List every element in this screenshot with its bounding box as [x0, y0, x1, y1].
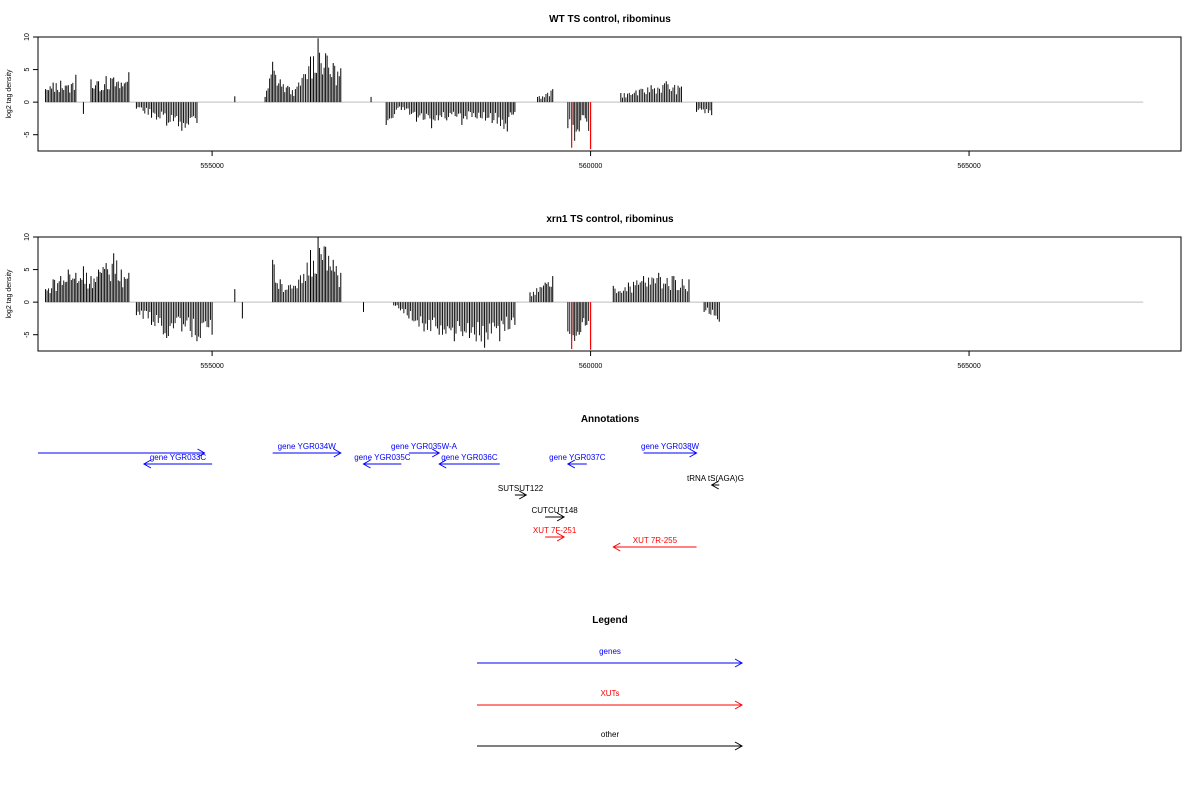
annotation-arrowhead — [518, 490, 528, 500]
xrn1-axes: 555000 560000 565000 -5 0 5 10 — [24, 233, 981, 370]
legend-arrowhead — [734, 658, 744, 668]
legend-item-xuts: XUTs — [477, 689, 744, 710]
annotation-label: gene YGR037C — [549, 453, 606, 462]
wt-x-tick-label: 555000 — [200, 163, 223, 170]
annotation-arrowhead — [333, 448, 342, 458]
annotation-label: gene YGR038W — [641, 442, 700, 451]
annotation-arrowhead — [689, 448, 698, 458]
wt-y-tick-label: 5 — [24, 68, 31, 72]
annotation-features: gene YGR033C gene YGR034W gene YGR035C gene… — [38, 442, 744, 552]
annotation-arrowhead — [362, 459, 371, 469]
annotation-label: gene YGR033C — [150, 453, 207, 462]
annotation-feature: tRNA tS(AGA)G — [687, 474, 744, 490]
wt-y-axis-label: log2 tag density — [6, 69, 13, 119]
wt-y-tick-label: 0 — [24, 100, 31, 104]
wt-x-tick-label: 560000 — [579, 163, 602, 170]
annotation-feature: CUTCUT148 — [532, 506, 579, 522]
annotation-feature: gene YGR038W — [641, 442, 700, 458]
xrn1-y-tick-label: 5 — [24, 268, 31, 272]
legend-item-other: other — [477, 730, 744, 751]
annotation-label: gene YGR035C — [354, 453, 411, 462]
xrn1-y-tick-label: 10 — [24, 233, 31, 241]
annotation-feature: gene YGR035W-A — [391, 442, 458, 458]
annotation-arrowhead — [556, 512, 566, 522]
annotation-arrowhead — [612, 542, 621, 552]
annotation-label: tRNA tS(AGA)G — [687, 474, 744, 483]
wt-plot-frame — [37, 36, 1182, 152]
annotation-arrowhead — [142, 459, 152, 469]
xrn1-x-tick-label: 565000 — [957, 363, 980, 370]
xrn1-y-axis-label: log2 tag density — [6, 269, 13, 319]
annotations-title: Annotations — [581, 414, 640, 425]
annotation-feature: SUTSUT122 — [498, 484, 544, 500]
xrn1-track-panel: xrn1 TS control, ribominus log2 tag dens… — [6, 214, 1182, 370]
annotation-label: CUTCUT148 — [532, 506, 579, 515]
legend-label: genes — [599, 647, 621, 656]
xrn1-y-tick-label: -5 — [24, 332, 31, 338]
annotation-feature: XUT 7F-251 — [533, 526, 577, 542]
annotation-arrowhead — [710, 480, 719, 490]
annotation-arrowhead — [566, 459, 576, 469]
legend-title: Legend — [592, 615, 628, 626]
legend-label: XUTs — [600, 689, 619, 698]
legend-label: other — [601, 730, 620, 739]
annotation-feature: gene YGR034W — [272, 442, 342, 458]
annotation-label: gene YGR036C — [441, 453, 498, 462]
wt-y-tick-label: 10 — [24, 33, 31, 41]
xrn1-track-title: xrn1 TS control, ribominus — [546, 214, 674, 225]
legend-items: genes XUTs other — [477, 647, 744, 751]
xrn1-x-tick-label: 560000 — [579, 363, 602, 370]
annotation-label: XUT 7F-251 — [533, 526, 577, 535]
xrn1-x-tick-label: 555000 — [200, 363, 223, 370]
wt-bars — [45, 38, 1144, 150]
wt-track-title: WT TS control, ribominus — [549, 14, 671, 25]
legend-item-genes: genes — [477, 647, 744, 668]
legend-panel: Legend genes XUTs other — [477, 615, 744, 751]
annotation-feature: gene YGR037C — [549, 453, 606, 469]
annotation-feature: gene YGR033C — [142, 453, 213, 469]
xrn1-bars — [45, 237, 1144, 350]
annotation-arrowhead — [431, 448, 441, 458]
annotation-arrowhead — [556, 532, 566, 542]
annotation-label: XUT 7R-255 — [633, 536, 678, 545]
wt-x-tick-label: 565000 — [957, 163, 980, 170]
annotation-arrowhead — [438, 459, 447, 469]
annotation-label: gene YGR035W-A — [391, 442, 458, 451]
annotation-feature: gene YGR036C — [438, 453, 500, 469]
annotation-arrowhead — [197, 448, 206, 458]
annotation-label: SUTSUT122 — [498, 484, 544, 493]
annotation-feature — [38, 448, 206, 458]
annotation-label: gene YGR034W — [278, 442, 337, 451]
xrn1-y-tick-label: 0 — [24, 300, 31, 304]
legend-arrowhead — [734, 700, 744, 710]
wt-y-tick-label: -5 — [24, 132, 31, 138]
legend-arrowhead — [734, 741, 744, 751]
annotation-feature: XUT 7R-255 — [612, 536, 697, 552]
wt-axes: 555000 560000 565000 -5 0 5 10 — [24, 33, 981, 170]
wt-track-panel: WT TS control, ribominus log2 tag densit… — [6, 14, 1182, 170]
xrn1-plot-frame — [37, 236, 1182, 352]
annotation-feature: gene YGR035C — [354, 453, 411, 469]
